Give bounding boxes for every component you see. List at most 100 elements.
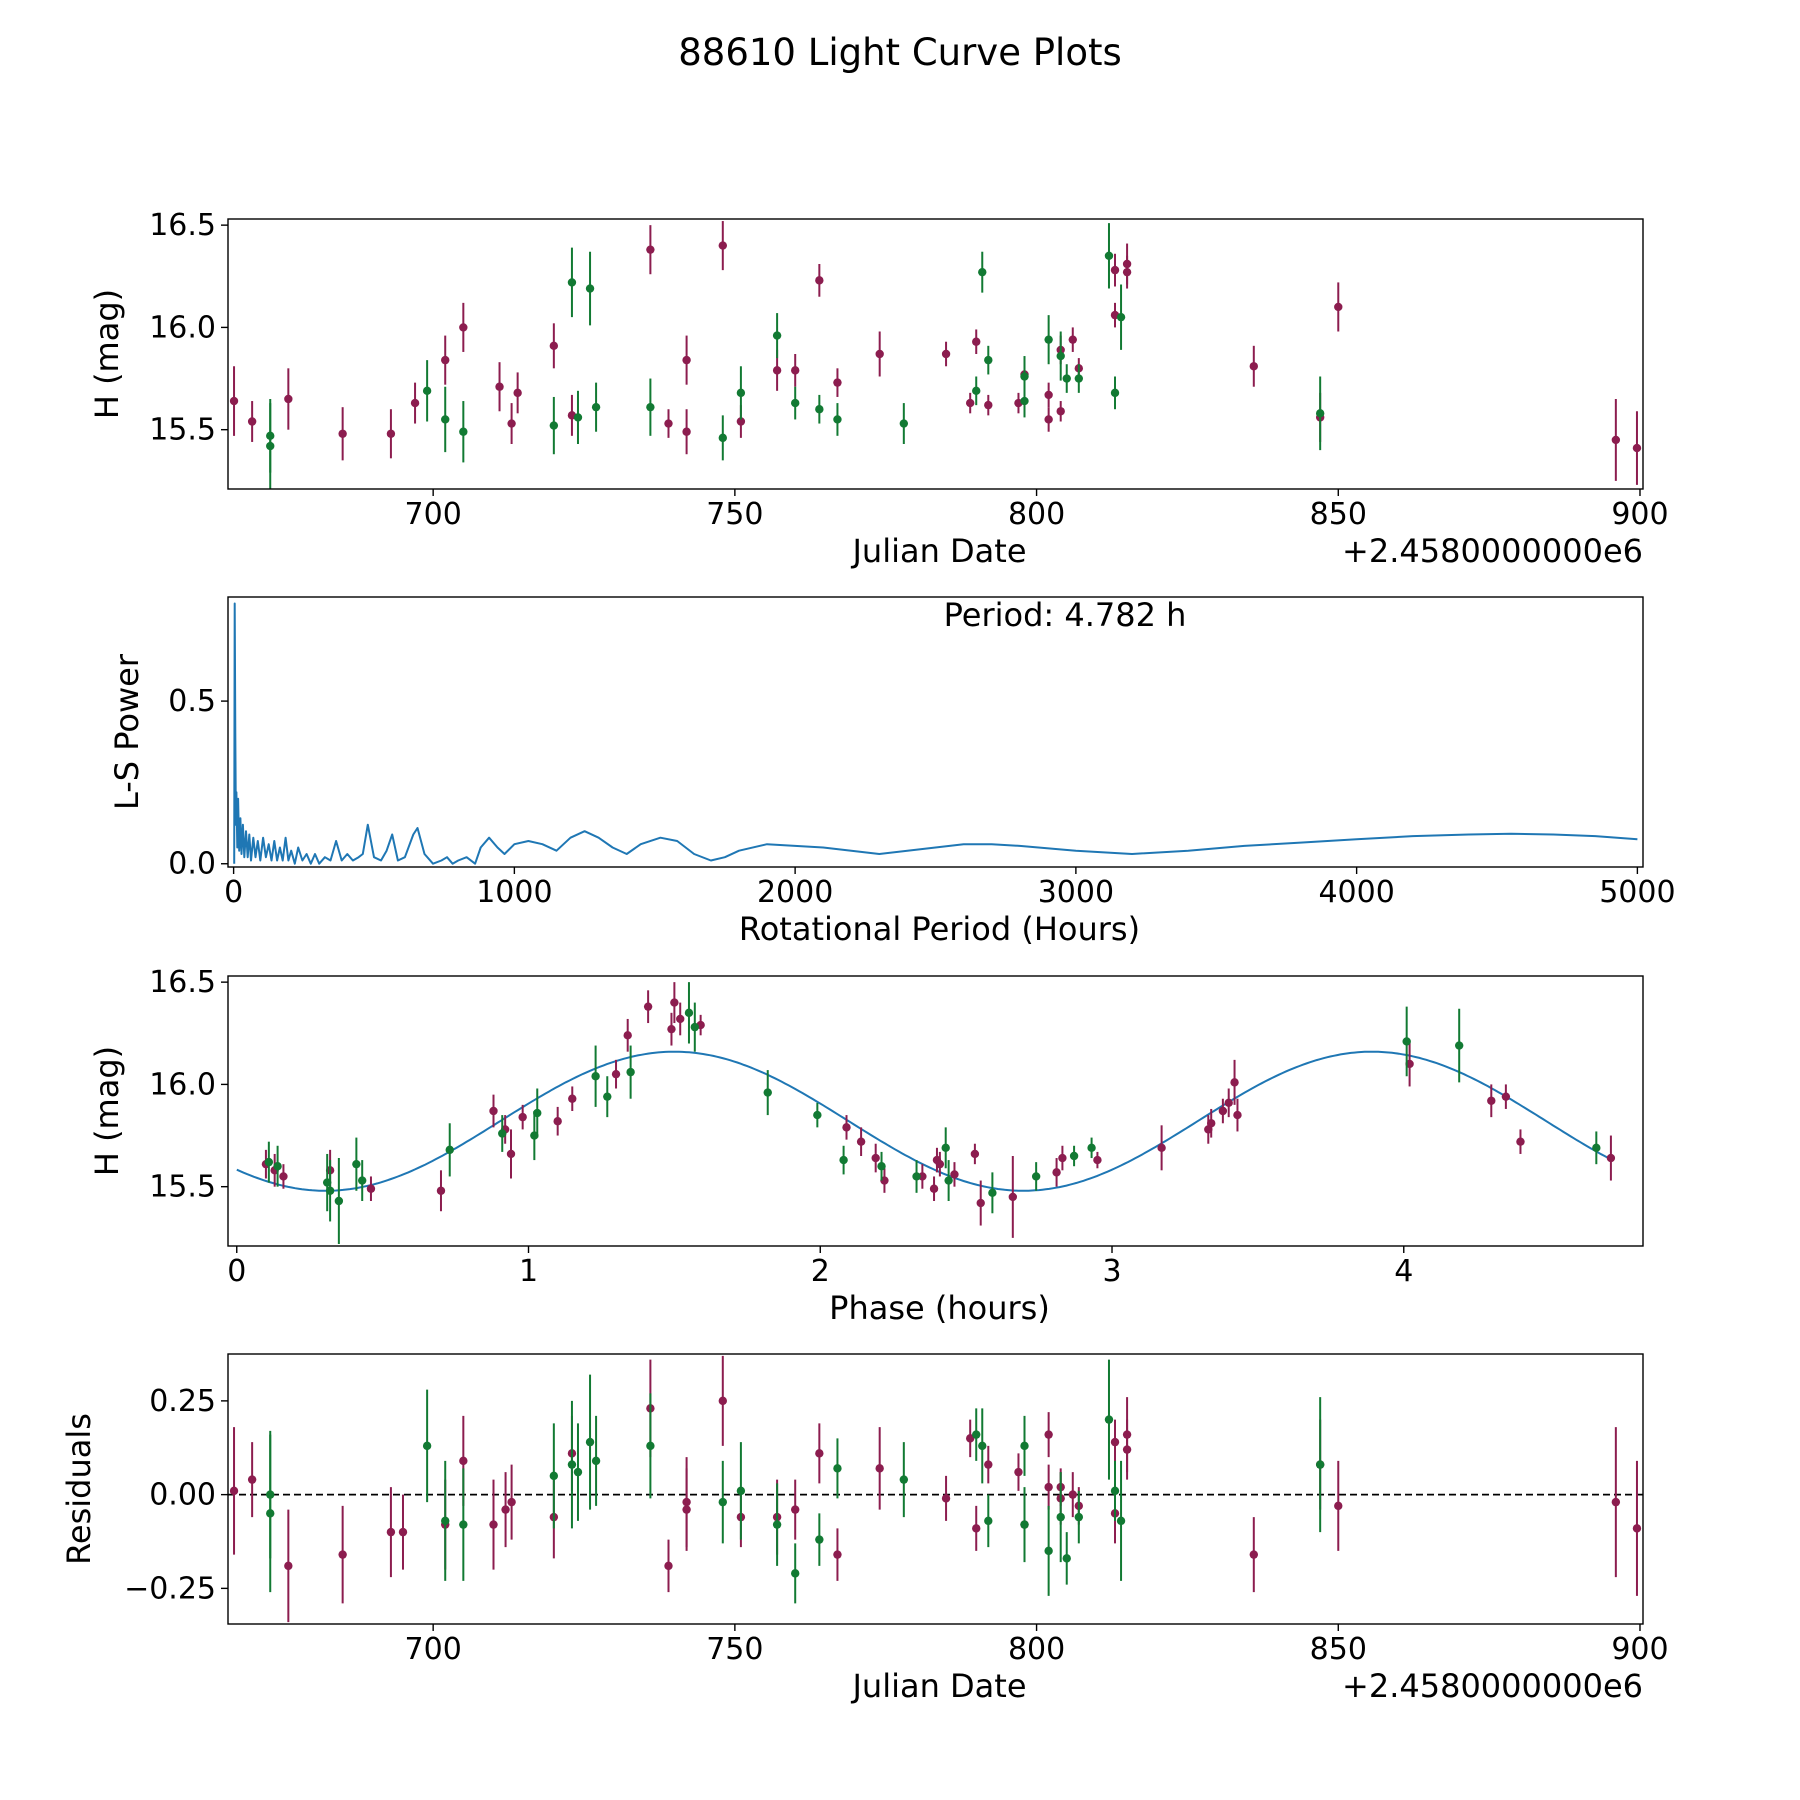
data-point (1611, 1497, 1621, 1507)
data-point (941, 1143, 950, 1153)
x-tick-label: 3 (1102, 1254, 1121, 1289)
data-point (585, 1437, 595, 1447)
data-point (1056, 351, 1065, 361)
data-point (912, 1172, 921, 1181)
data-point (972, 1524, 981, 1533)
x-tick-label: 900 (1611, 1632, 1668, 1667)
data-point (567, 1460, 577, 1469)
data-point (984, 400, 993, 410)
data-point (944, 1176, 953, 1185)
x-tick-label: 0 (227, 1254, 246, 1289)
data-point (1058, 1153, 1067, 1163)
data-point (501, 1505, 510, 1514)
data-point (815, 276, 824, 285)
data-point (518, 1112, 527, 1122)
data-point (718, 433, 727, 443)
data-point (682, 355, 691, 365)
data-point (573, 413, 583, 422)
data-point (646, 245, 655, 254)
data-point (273, 1162, 282, 1171)
data-point (549, 421, 559, 430)
phased-curve-frame (227, 975, 1644, 1247)
data-point (567, 278, 577, 287)
data-point (815, 1449, 824, 1458)
data-point (918, 1172, 927, 1181)
data-point (623, 1031, 632, 1040)
y-tick-label: −0.25 (124, 1571, 216, 1606)
data-point (1104, 1415, 1114, 1424)
data-point (899, 419, 909, 428)
data-point (410, 398, 420, 408)
light-curve-frame (227, 218, 1644, 490)
data-point (965, 1434, 975, 1443)
data-point (941, 349, 951, 359)
y-tick-label: 0.0 (168, 847, 216, 882)
data-point (950, 1170, 959, 1179)
x-tick-label: 1 (519, 1254, 538, 1289)
y-tick-label: 15.5 (149, 413, 216, 448)
x-tick-label: 750 (706, 497, 763, 532)
data-point (664, 1561, 673, 1571)
data-point (1224, 1098, 1233, 1108)
figure-title: 88610 Light Curve Plots (678, 31, 1122, 74)
data-point (352, 1159, 361, 1169)
data-point (984, 1516, 993, 1526)
data-point (1516, 1137, 1525, 1146)
data-point (1487, 1096, 1496, 1105)
data-point (772, 1520, 782, 1529)
data-point (1249, 1550, 1258, 1559)
data-point (459, 323, 468, 332)
data-point (441, 415, 450, 424)
x-tick-label: 4000 (1318, 875, 1394, 910)
data-point (1020, 1441, 1029, 1451)
data-point (284, 394, 293, 404)
data-point (871, 1153, 880, 1163)
data-point (459, 1520, 468, 1529)
data-point (875, 1464, 884, 1473)
y-tick-label: 15.5 (149, 1170, 216, 1205)
data-point (507, 419, 516, 428)
fit-curve (236, 1050, 1609, 1192)
x-tick-label: 5000 (1599, 875, 1675, 910)
data-point (591, 402, 601, 412)
data-point (1056, 1512, 1065, 1522)
periodogram-frame (227, 596, 1644, 868)
data-point (1592, 1143, 1601, 1153)
x-tick-label: 800 (1008, 497, 1065, 532)
data-point (1110, 388, 1120, 398)
data-point (507, 1497, 516, 1507)
series-filter-2 (266, 1359, 1325, 1604)
data-point (978, 267, 987, 277)
x-tick-label: 850 (1310, 497, 1367, 532)
data-point (279, 1172, 288, 1181)
data-point (670, 998, 679, 1007)
data-point (334, 1196, 344, 1206)
x-tick-label: 900 (1611, 497, 1668, 532)
data-point (682, 427, 691, 436)
data-point (690, 1022, 700, 1032)
data-point (1044, 1546, 1053, 1556)
data-point (247, 1475, 257, 1484)
data-point (553, 1117, 562, 1126)
x-tick-label: 850 (1310, 1632, 1367, 1667)
data-point (1249, 362, 1258, 371)
data-point (1052, 1168, 1061, 1177)
data-point (229, 396, 239, 406)
x-tick-label: 700 (405, 497, 462, 532)
data-point (626, 1067, 635, 1077)
data-point (422, 386, 432, 396)
series-filter-1 (229, 1355, 1642, 1623)
x-offset-label: +2.4580000000e6 (1342, 1667, 1643, 1705)
data-point (1122, 1445, 1132, 1454)
data-point (495, 382, 504, 391)
x-axis-label: Julian Date (850, 532, 1026, 570)
data-point (684, 1008, 694, 1018)
data-point (591, 1072, 600, 1081)
y-axis-label: Residuals (60, 1413, 98, 1565)
period-annotation: Period: 4.782 h (944, 596, 1187, 634)
data-point (1110, 265, 1120, 275)
data-point (549, 341, 559, 351)
residuals-panel: 700 750 800 850 900 −0.25 0.00 0.25 Julian Date R… (60, 1353, 1669, 1705)
data-point (1044, 415, 1053, 424)
series-filter-2 (264, 982, 1601, 1244)
